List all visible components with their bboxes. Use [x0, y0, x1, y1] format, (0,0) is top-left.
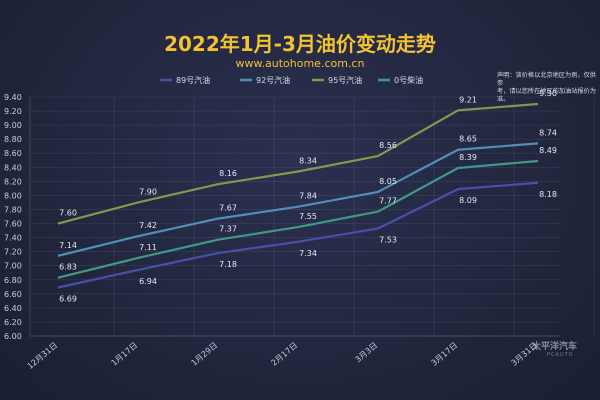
- watermark-sub: PCAUTO: [547, 352, 574, 358]
- data-label: 8.56: [379, 141, 397, 150]
- y-tick-label: 7.80: [4, 205, 22, 214]
- y-tick-label: 8.80: [4, 135, 22, 144]
- y-tick-label: 6.00: [4, 332, 22, 341]
- chart-title: 2022年1月-3月油价变动走势: [164, 32, 436, 56]
- y-tick-label: 6.80: [4, 276, 22, 285]
- x-tick-label: 12月31日: [26, 341, 60, 371]
- data-label: 8.09: [459, 196, 477, 205]
- data-label: 6.83: [59, 263, 77, 272]
- data-label: 8.49: [539, 146, 557, 155]
- x-tick-label: 3月3日: [353, 341, 379, 365]
- data-label: 8.74: [539, 128, 557, 137]
- y-tick-label: 6.20: [4, 318, 22, 327]
- legend-label: 89号汽油: [176, 75, 210, 85]
- data-label: 9.21: [459, 95, 477, 104]
- y-tick-label: 6.40: [4, 304, 22, 313]
- data-label: 7.11: [139, 243, 157, 252]
- disclaimer-line-2: 考，请以您所在地区的加油站报价为准。: [497, 88, 596, 103]
- chart-subtitle: www.autohome.com.cn: [235, 57, 365, 70]
- data-label: 7.18: [219, 260, 237, 269]
- x-tick-label: 1月17日: [110, 341, 140, 368]
- y-tick-label: 7.40: [4, 234, 22, 243]
- legend-label: 92号汽油: [256, 75, 290, 85]
- data-label: 7.37: [219, 225, 237, 234]
- data-label: 7.77: [379, 197, 397, 206]
- y-tick-label: 9.00: [4, 121, 22, 130]
- data-label: 8.39: [459, 153, 477, 162]
- series-line: [57, 159, 539, 279]
- y-tick-label: 9.40: [4, 93, 22, 102]
- data-label: 6.94: [139, 277, 157, 286]
- y-tick-label: 6.60: [4, 290, 22, 299]
- disclaimer-note: 声明：该价格以北京地区为例，仅供参 考，请以您所在地区的加油站报价为准。: [497, 72, 597, 104]
- data-label: 8.65: [459, 135, 477, 144]
- x-tick-label: 1月29日: [190, 341, 220, 368]
- watermark-logo: 太平洋汽车: [532, 342, 578, 352]
- data-label: 6.69: [59, 294, 77, 303]
- legend-label: 0号柴油: [394, 75, 423, 85]
- data-label: 9.30: [539, 89, 557, 98]
- data-label: 7.90: [139, 187, 157, 196]
- disclaimer-line-1: 声明：该价格以北京地区为例，仅供参: [497, 72, 596, 87]
- y-tick-label: 7.20: [4, 248, 22, 257]
- y-tick-label: 7.60: [4, 220, 22, 229]
- data-label: 8.34: [299, 157, 317, 166]
- data-label: 7.53: [379, 235, 397, 244]
- data-label: 7.84: [299, 192, 317, 201]
- y-tick-label: 9.20: [4, 107, 22, 116]
- legend-label: 95号汽油: [328, 75, 362, 85]
- data-label: 7.42: [139, 221, 157, 230]
- data-label: 7.34: [299, 249, 317, 258]
- y-tick-label: 8.40: [4, 163, 22, 172]
- data-label: 7.60: [59, 209, 77, 218]
- x-tick-label: 3月17日: [430, 341, 460, 368]
- y-tick-label: 8.60: [4, 149, 22, 158]
- data-label: 8.18: [539, 190, 557, 199]
- y-tick-label: 7.00: [4, 262, 22, 271]
- data-label: 7.67: [219, 204, 237, 213]
- y-tick-label: 8.00: [4, 191, 22, 200]
- data-label: 7.14: [59, 241, 77, 250]
- x-tick-label: 2月17日: [270, 341, 300, 368]
- y-tick-label: 8.20: [4, 177, 22, 186]
- data-label: 8.16: [219, 169, 237, 178]
- data-label: 7.55: [299, 212, 317, 221]
- data-label: 8.05: [379, 177, 397, 186]
